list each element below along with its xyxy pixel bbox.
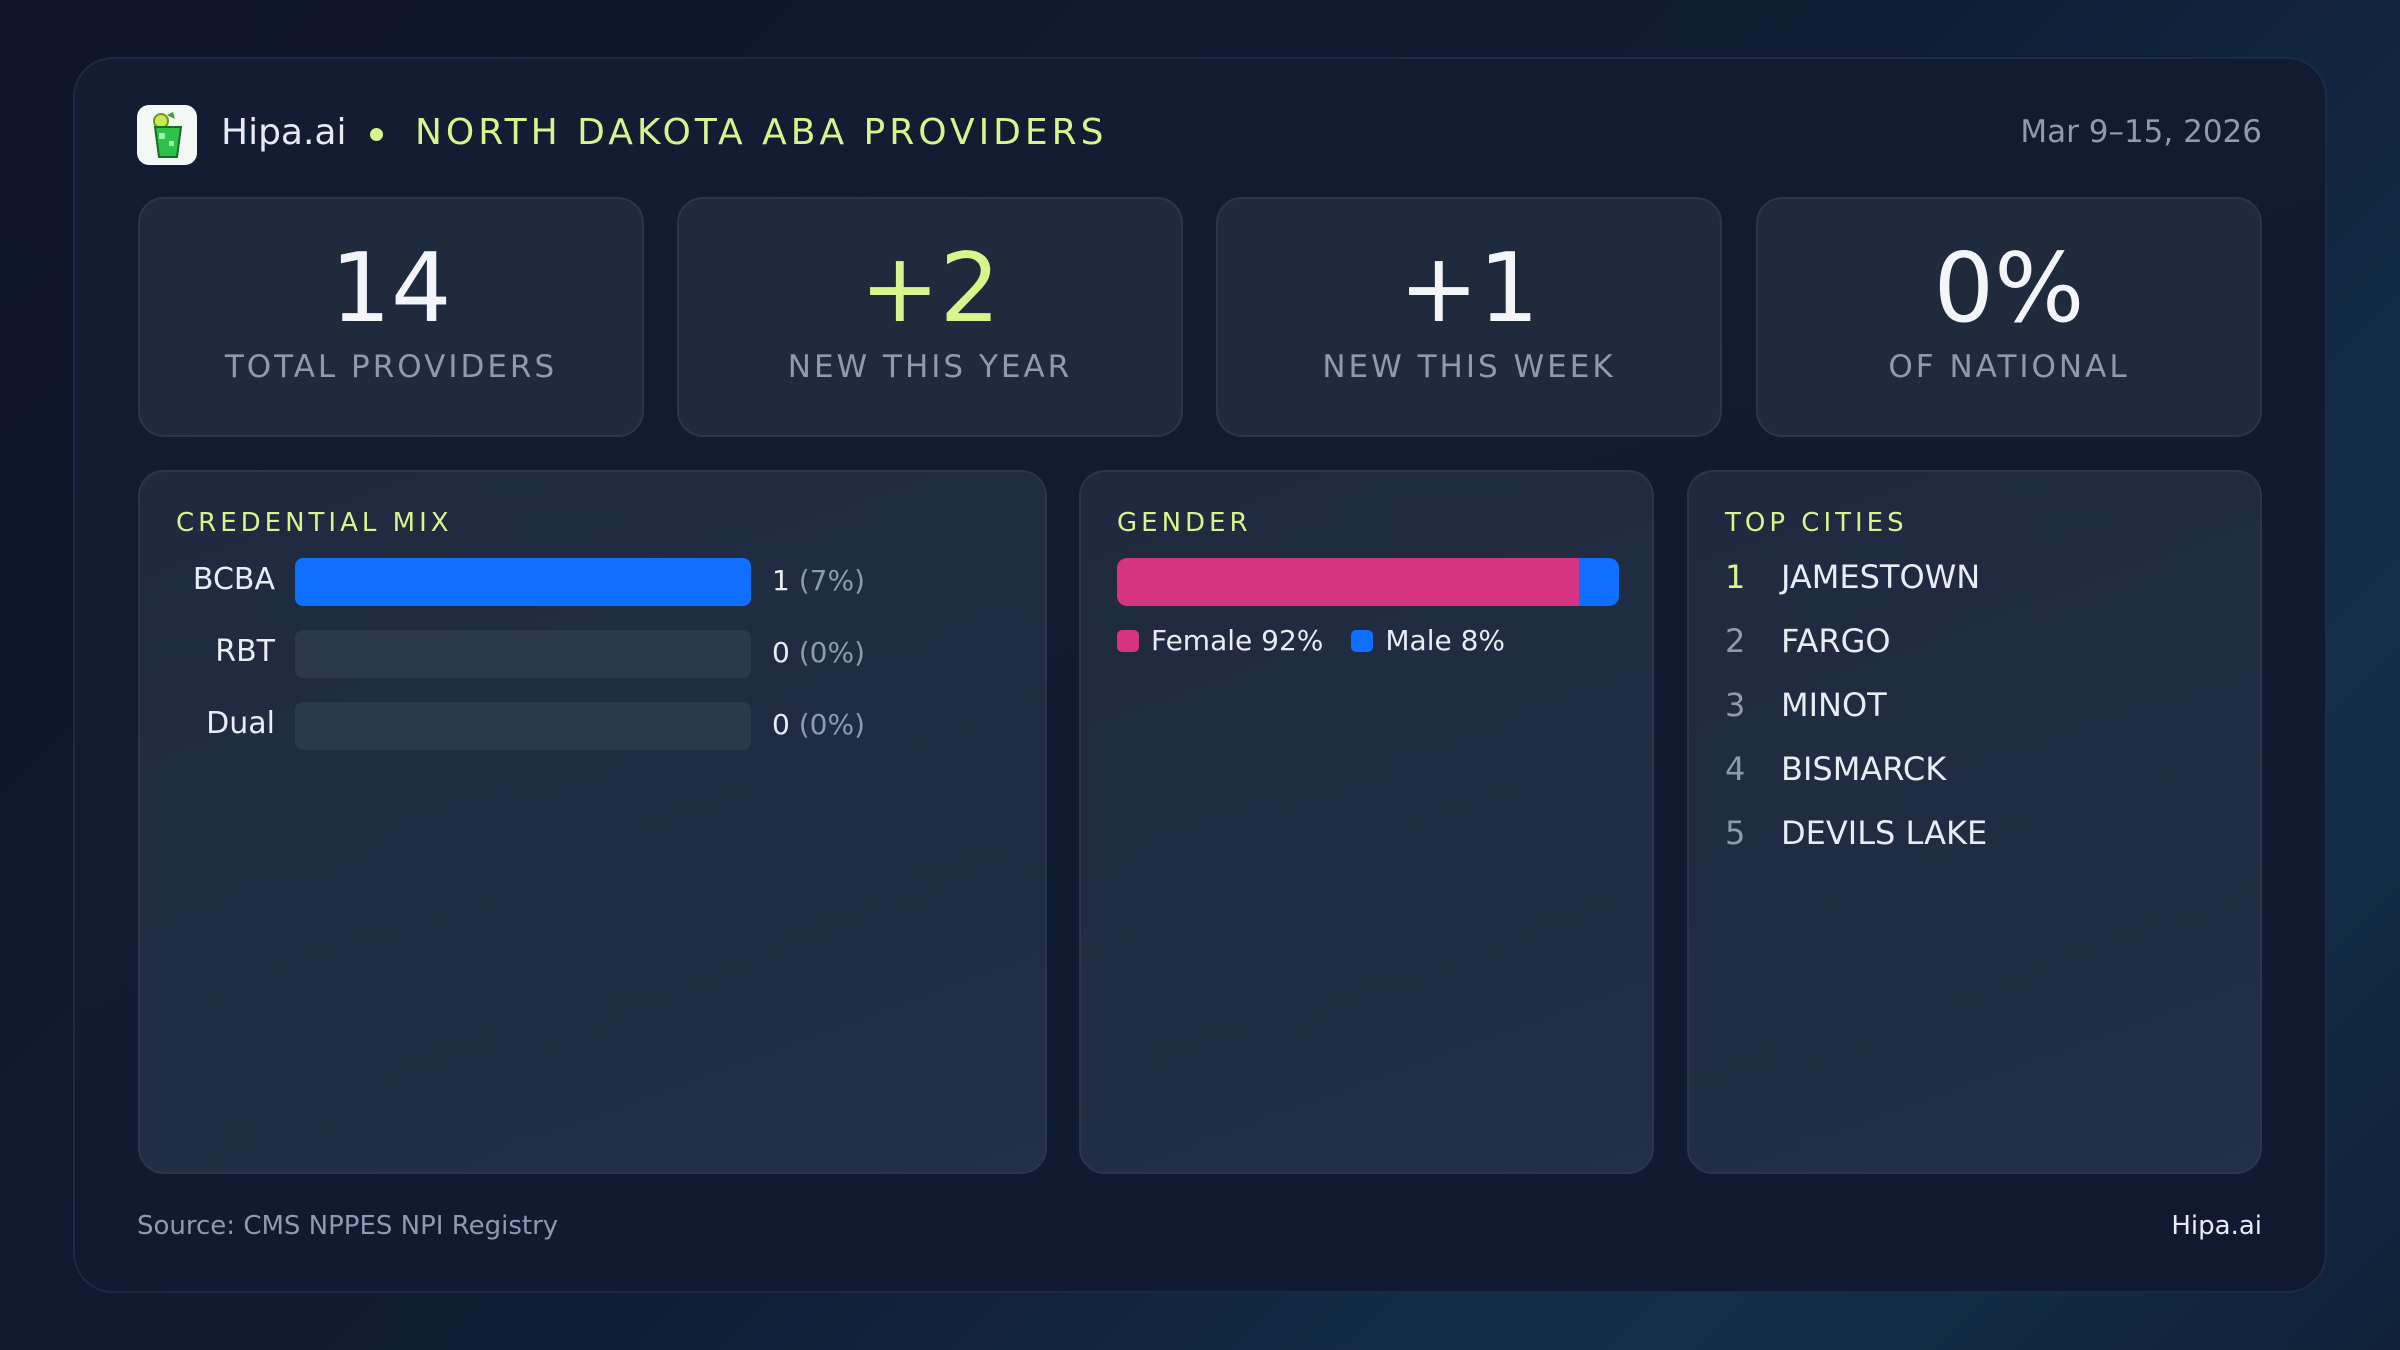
gender-segment [1117, 558, 1579, 606]
city-item: 4 BISMARCK [1725, 750, 1946, 788]
stat-label: TOTAL PROVIDERS [224, 349, 558, 385]
credential-bar-fill [295, 558, 751, 606]
credential-count: 0 [772, 708, 790, 741]
gender-bar [1117, 558, 1619, 606]
city-item: 2 FARGO [1725, 622, 1891, 660]
credential-label: BCBA [192, 562, 275, 597]
panel-title: TOP CITIES [1725, 508, 1908, 538]
stat-label: OF NATIONAL [1888, 349, 2130, 385]
hipa-logo [137, 105, 197, 165]
city-rank: 3 [1725, 686, 1746, 724]
stat-new-this-week: +1 NEW THIS WEEK [1216, 197, 1722, 437]
city-name: FARGO [1781, 622, 1891, 660]
credential-percent: (0%) [798, 708, 866, 741]
panel-title: CREDENTIAL MIX [176, 508, 453, 538]
credential-mix-panel: CREDENTIAL MIX BCBA 1 (7%) RBT 0 (0%) Dual… [138, 470, 1047, 1174]
city-name: DEVILS LAKE [1781, 814, 1988, 852]
stat-label: NEW THIS WEEK [1322, 349, 1616, 385]
credential-bar-track [295, 630, 751, 678]
stat-total-providers: 14 TOTAL PROVIDERS [138, 197, 644, 437]
legend-label: Female 92% [1151, 624, 1324, 657]
separator-dot [370, 128, 383, 141]
city-rank: 4 [1725, 750, 1746, 788]
stat-of-national: 0% OF NATIONAL [1756, 197, 2262, 437]
city-rank: 5 [1725, 814, 1746, 852]
city-item: 3 MINOT [1725, 686, 1887, 724]
date-range: Mar 9–15, 2026 [2020, 114, 2262, 150]
credential-bar-track [295, 558, 751, 606]
top-cities-panel: TOP CITIES 1 JAMESTOWN 2 FARGO 3 MINOT 4 BISMAR… [1687, 470, 2262, 1174]
credential-percent: (7%) [798, 564, 866, 597]
credential-label: Dual [206, 706, 275, 741]
legend-item: Female 92% [1117, 624, 1323, 657]
gender-legend: Female 92% Male 8% [1117, 624, 1505, 657]
city-rank: 2 [1725, 622, 1746, 660]
credential-row: RBT 0 (0%) [140, 630, 1045, 678]
legend-label: Male 8% [1385, 624, 1506, 657]
city-item: 1 JAMESTOWN [1725, 558, 1980, 596]
stat-value: +1 [1398, 234, 1540, 344]
gender-segment [1578, 558, 1619, 606]
city-item: 5 DEVILS LAKE [1725, 814, 1987, 852]
stat-label: NEW THIS YEAR [787, 349, 1073, 385]
page-title: NORTH DAKOTA ABA PROVIDERS [415, 112, 1108, 153]
panel-title: GENDER [1117, 508, 1252, 538]
footer-brand: Hipa.ai [2171, 1211, 2262, 1241]
stat-value: 0% [1933, 234, 2085, 344]
brand-name: Hipa.ai [221, 112, 347, 153]
city-name: JAMESTOWN [1781, 558, 1981, 596]
credential-value: 1 (7%) [772, 564, 865, 597]
credential-bar-track [295, 702, 751, 750]
credential-count: 1 [772, 564, 790, 597]
credential-percent: (0%) [798, 636, 866, 669]
credential-count: 0 [772, 636, 790, 669]
city-rank: 1 [1725, 558, 1746, 596]
credential-value: 0 (0%) [772, 636, 865, 669]
gender-panel: GENDER Female 92% Male 8% [1079, 470, 1654, 1174]
stat-value: +2 [859, 234, 1001, 344]
credential-value: 0 (0%) [772, 708, 865, 741]
stat-new-this-year: +2 NEW THIS YEAR [677, 197, 1183, 437]
drink-glass-icon [153, 112, 183, 158]
city-name: BISMARCK [1781, 750, 1947, 788]
credential-row: Dual 0 (0%) [140, 702, 1045, 750]
city-name: MINOT [1781, 686, 1887, 724]
credential-label: RBT [215, 634, 275, 669]
legend-swatch [1351, 630, 1374, 652]
stat-value: 14 [330, 234, 452, 344]
source-note: Source: CMS NPPES NPI Registry [137, 1211, 559, 1241]
credential-row: BCBA 1 (7%) [140, 558, 1045, 606]
legend-swatch [1117, 630, 1139, 652]
legend-item: Male 8% [1351, 624, 1505, 657]
